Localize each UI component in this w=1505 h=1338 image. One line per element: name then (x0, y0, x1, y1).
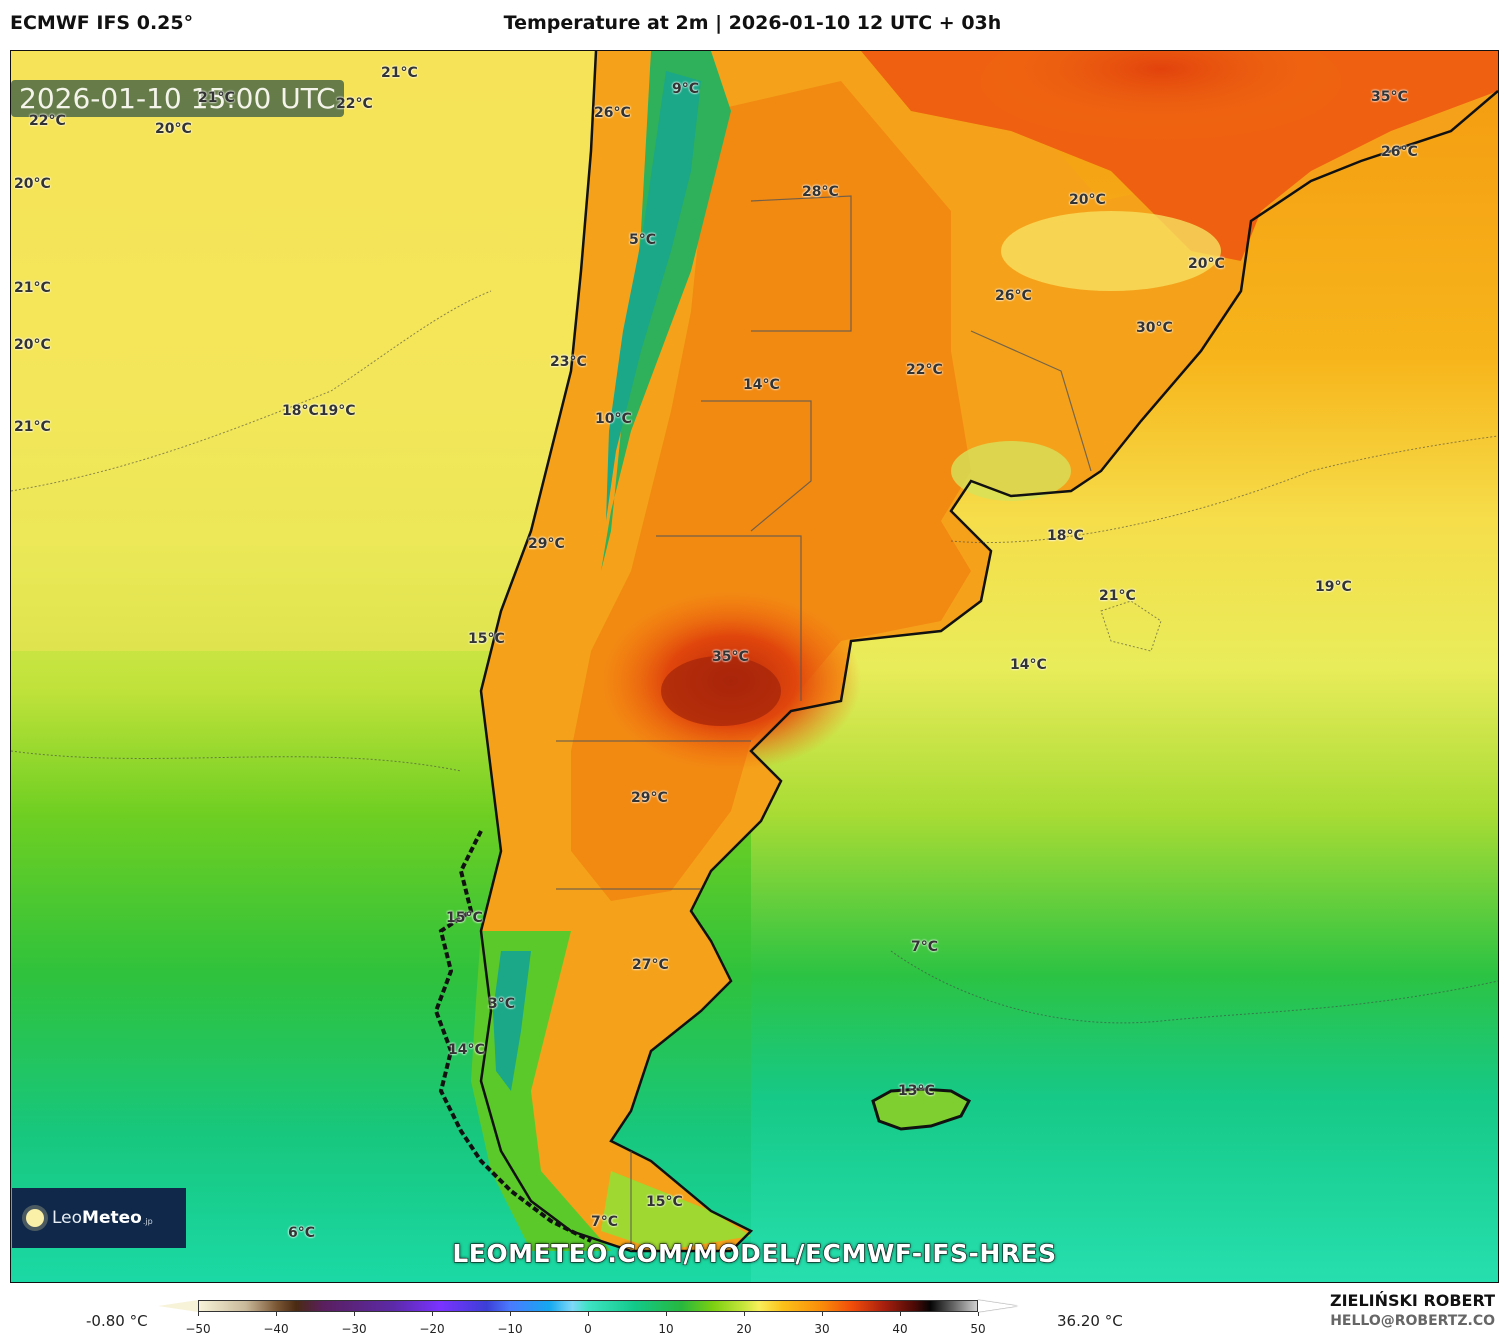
colorbar-min-cap (158, 1300, 198, 1312)
temperature-label: 18°C (1047, 528, 1084, 544)
temperature-label: 21°C (1099, 588, 1136, 604)
colorbar-tick-label: 10 (658, 1322, 674, 1336)
temperature-label: 21°C (14, 419, 51, 435)
temperature-label: 35°C (1371, 89, 1408, 105)
sun-icon (26, 1209, 44, 1227)
temperature-label: 21°C (381, 65, 418, 81)
temperature-label: 20°C (155, 121, 192, 137)
temperature-label: 14°C (743, 377, 780, 393)
author-email: HELLO@ROBERTZ.CO (1330, 1313, 1495, 1329)
temperature-label: 23°C (550, 354, 587, 370)
temperature-label: 15°C (446, 910, 483, 926)
temperature-label: 22°C (336, 96, 373, 112)
temperature-label: 26°C (1381, 144, 1418, 160)
colorbar-tick-mark (822, 1312, 823, 1316)
colorbar-tick-label: −30 (341, 1322, 367, 1336)
colorbar-tick-label: 50 (970, 1322, 986, 1336)
logo-text-light: Leo (52, 1208, 83, 1228)
temperature-label: 35°C (712, 649, 749, 665)
leometeo-logo[interactable]: Leo Meteo .jp (12, 1188, 186, 1248)
colorbar-tick-mark (978, 1312, 979, 1316)
colorbar-max-value: 36.20 °C (1057, 1312, 1123, 1330)
colorbar-tick-mark (666, 1312, 667, 1316)
temperature-label: 15°C (468, 631, 505, 647)
temperature-label: 26°C (995, 288, 1032, 304)
temperature-label: 13°C (898, 1083, 935, 1099)
temperature-label: 18°C19°C (282, 403, 356, 419)
temperature-label: 6°C (288, 1225, 316, 1241)
model-title: ECMWF IFS 0.25° (10, 12, 194, 34)
temperature-label: 21°C (198, 90, 235, 106)
temperature-label: 7°C (591, 1214, 619, 1230)
temperature-label: 9°C (672, 81, 700, 97)
temperature-label: 28°C (802, 184, 839, 200)
temperature-label: 22°C (906, 362, 943, 378)
colorbar-tick-label: 0 (584, 1322, 592, 1336)
colorbar-tick-mark (432, 1312, 433, 1316)
chart-title: Temperature at 2m | 2026-01-10 12 UTC + … (503, 12, 1002, 34)
colorbar-tick-label: −40 (263, 1322, 289, 1336)
temperature-label: 29°C (528, 536, 565, 552)
temperature-label: 5°C (629, 232, 657, 248)
colorbar-tick-mark (276, 1312, 277, 1316)
temperature-label: 15°C (646, 1194, 683, 1210)
temperature-label: 30°C (1136, 320, 1173, 336)
colorbar-max-cap (978, 1300, 1018, 1312)
temperature-label: 7°C (911, 939, 939, 955)
colorbar-tick-label: 20 (736, 1322, 752, 1336)
temperature-label: 3°C (488, 996, 516, 1012)
colorbar-tick-label: 30 (814, 1322, 830, 1336)
temperature-label: 14°C (1010, 657, 1047, 673)
temperature-label: 27°C (632, 957, 669, 973)
colorbar-tick-label: −50 (185, 1322, 211, 1336)
source-url-overlay: LEOMETEO.COM/MODEL/ECMWF-IFS-HRES (452, 1239, 1057, 1269)
author-name: ZIELIŃSKI ROBERT (1329, 1291, 1495, 1310)
colorbar-tick-mark (744, 1312, 745, 1316)
temperature-label: 20°C (1188, 256, 1225, 272)
temperature-label: 29°C (631, 790, 668, 806)
temperature-label: 22°C (29, 113, 66, 129)
logo-text-bold: Meteo (82, 1208, 142, 1228)
temperature-field (11, 51, 1498, 1282)
colorbar-tick-mark (198, 1312, 199, 1316)
temperature-label: 14°C (448, 1042, 485, 1058)
temperature-label: 20°C (14, 337, 51, 353)
logo-suffix: .jp (142, 1217, 153, 1226)
colorbar-tick-mark (354, 1312, 355, 1316)
temperature-label: 20°C (14, 176, 51, 192)
temperature-label: 20°C (1069, 192, 1106, 208)
colorbar-tick-label: −20 (419, 1322, 445, 1336)
temperature-label: 10°C (595, 411, 632, 427)
colorbar-tick-mark (510, 1312, 511, 1316)
colorbar-tick-mark (900, 1312, 901, 1316)
colorbar-gradient (198, 1300, 978, 1312)
colorbar-tick-label: 40 (892, 1322, 908, 1336)
colorbar (158, 1300, 1050, 1312)
temperature-label: 21°C (14, 280, 51, 296)
temperature-map: 2026-01-10 15:00 UTC 21°C 22°C 21°C 22°C 20°… (10, 50, 1499, 1283)
valid-time-badge: 2026-01-10 15:00 UTC (11, 80, 344, 117)
colorbar-tick-mark (588, 1312, 589, 1316)
colorbar-min-value: -0.80 °C (86, 1312, 148, 1330)
temperature-label: 26°C (594, 105, 631, 121)
colorbar-tick-label: −10 (497, 1322, 523, 1336)
temperature-label: 19°C (1315, 579, 1352, 595)
